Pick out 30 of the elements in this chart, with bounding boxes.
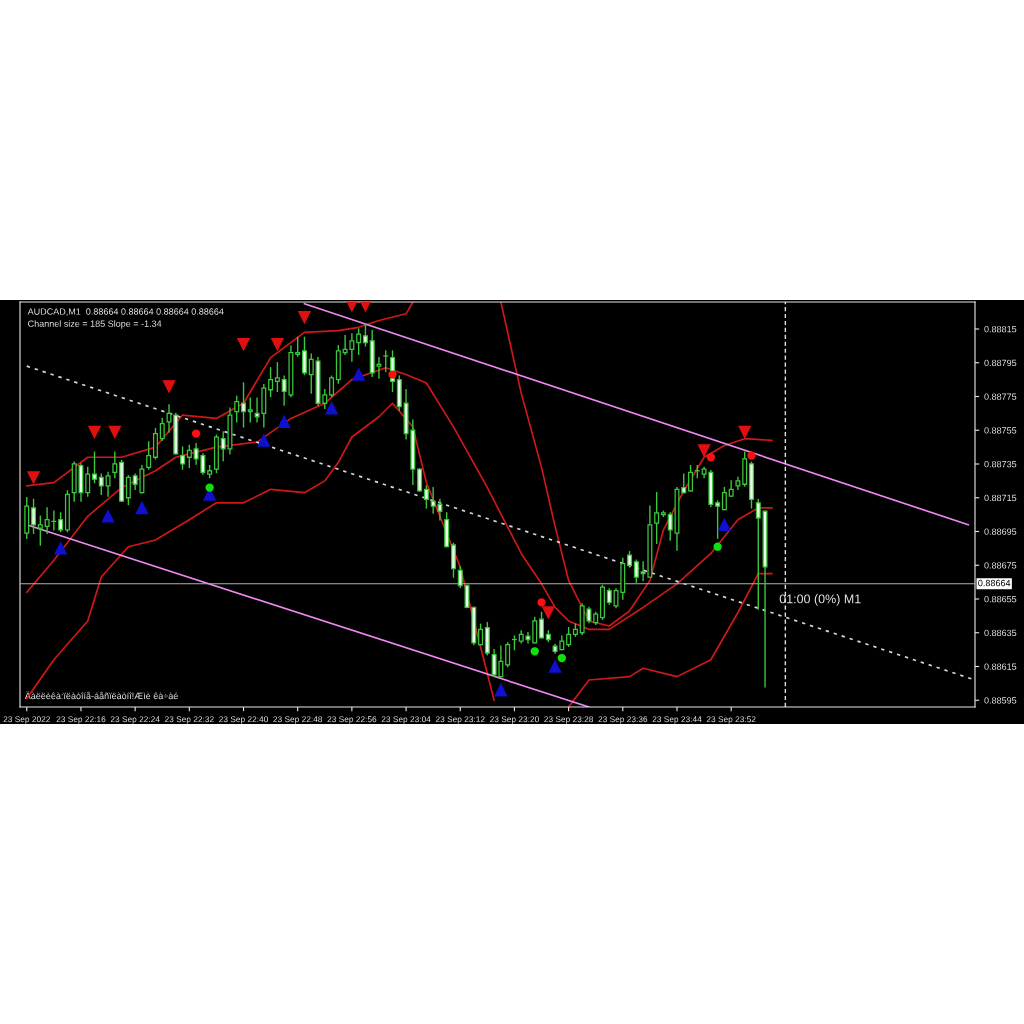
x-tick-label: 23 Sep 23:12	[435, 716, 485, 724]
y-tick-label: 0.88675	[984, 562, 1017, 569]
x-tick-label: 23 Sep 23:28	[544, 716, 594, 724]
x-tick-label: 23 Sep 22:48	[273, 716, 323, 724]
x-tick-label: 23 Sep 23:04	[381, 716, 431, 724]
y-tick-label: 0.88795	[984, 359, 1017, 367]
y-tick-label: 0.88735	[984, 460, 1017, 468]
y-tick-label: 0.88815	[984, 325, 1017, 333]
x-tick-label: 23 Sep 22:32	[164, 716, 214, 724]
x-tick-label: 23 Sep 22:40	[219, 716, 268, 724]
x-tick-label: 23 Sep 22:16	[56, 716, 106, 724]
annotation: 01:00 (0%) M1	[779, 594, 861, 606]
text: AUDCAD,M1 0.88664 0.88664 0.88664 0.88664	[27, 308, 224, 316]
x-tick-label: 23 Sep 23:20	[490, 716, 539, 724]
x-tick-label: 23 Sep 23:44	[652, 716, 702, 724]
y-tick-label: 0.88635	[984, 629, 1017, 637]
y-tick-label: 0.88595	[984, 697, 1017, 704]
x-tick-label: 23 Sep 22:56	[327, 716, 377, 724]
y-tick-label: 0.88655	[984, 595, 1017, 603]
y-tick-label: 0.88695	[984, 528, 1017, 535]
y-tick-label: 0.88755	[984, 427, 1017, 434]
x-tick-label: 23 Sep 2022	[3, 716, 50, 724]
y-tick-label: 0.88715	[984, 494, 1017, 502]
x-tick-label: 23 Sep 22:24	[110, 716, 160, 724]
y-tick-label: 0.88615	[984, 663, 1017, 670]
text: Channel size = 185 Slope = -1.34	[28, 320, 162, 329]
ref-line-label: 0.88664	[978, 579, 1011, 587]
y-tick-label: 0.88775	[984, 393, 1017, 400]
x-tick-label: 23 Sep 23:52	[706, 716, 756, 724]
x-tick-label: 23 Sep 23:36	[598, 716, 648, 724]
